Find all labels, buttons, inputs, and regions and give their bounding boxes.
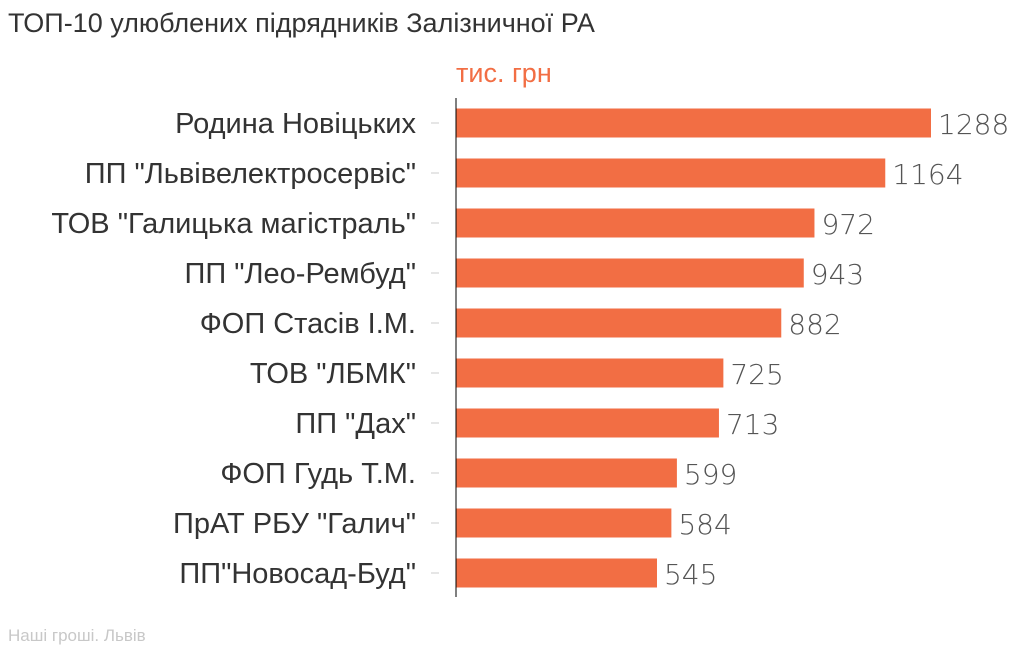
bars-layer [456, 108, 931, 588]
category-label: ФОП Стасів І.М. [200, 308, 416, 340]
bar [456, 358, 724, 388]
value-label: 725 [730, 358, 783, 391]
category-label: ПП "Дах" [295, 408, 416, 440]
bar [456, 258, 804, 288]
category-label: Родина Новіцьких [175, 108, 416, 140]
value-label: 943 [811, 258, 864, 291]
bar [456, 108, 931, 138]
value-label: 1288 [938, 108, 1009, 141]
category-label: ТОВ "ЛБМК" [250, 358, 416, 390]
value-label: 584 [678, 508, 731, 541]
bar [456, 458, 677, 488]
category-label: ПП "Лео-Рембуд" [184, 258, 416, 290]
source-credit: Наші гроші. Львів [8, 626, 146, 645]
category-label: ПрАТ РБУ "Галич" [173, 508, 416, 540]
labels-layer: Родина Новіцьких 1288 ПП "Львівелектросерв… [51, 108, 1009, 591]
bar [456, 408, 719, 438]
value-label: 713 [726, 408, 779, 441]
bar [456, 208, 815, 238]
category-label: ПП "Львівелектросервіс" [85, 158, 416, 190]
bar [456, 508, 672, 538]
value-label: 1164 [892, 158, 963, 191]
unit-label: тис. грн [456, 58, 552, 88]
value-label: 882 [788, 308, 841, 341]
bar [456, 158, 886, 188]
value-label: 972 [821, 208, 874, 241]
value-label: 599 [684, 458, 737, 491]
chart-title: ТОП-10 улюблених підрядників Залізничної… [8, 8, 595, 38]
value-label: 545 [664, 558, 717, 591]
category-label: ТОВ "Галицька магістраль" [51, 208, 416, 240]
bar [456, 558, 657, 588]
category-label: ФОП Гудь Т.М. [220, 458, 416, 490]
category-label: ПП"Новосад-Буд" [179, 558, 416, 590]
bar [456, 308, 782, 338]
